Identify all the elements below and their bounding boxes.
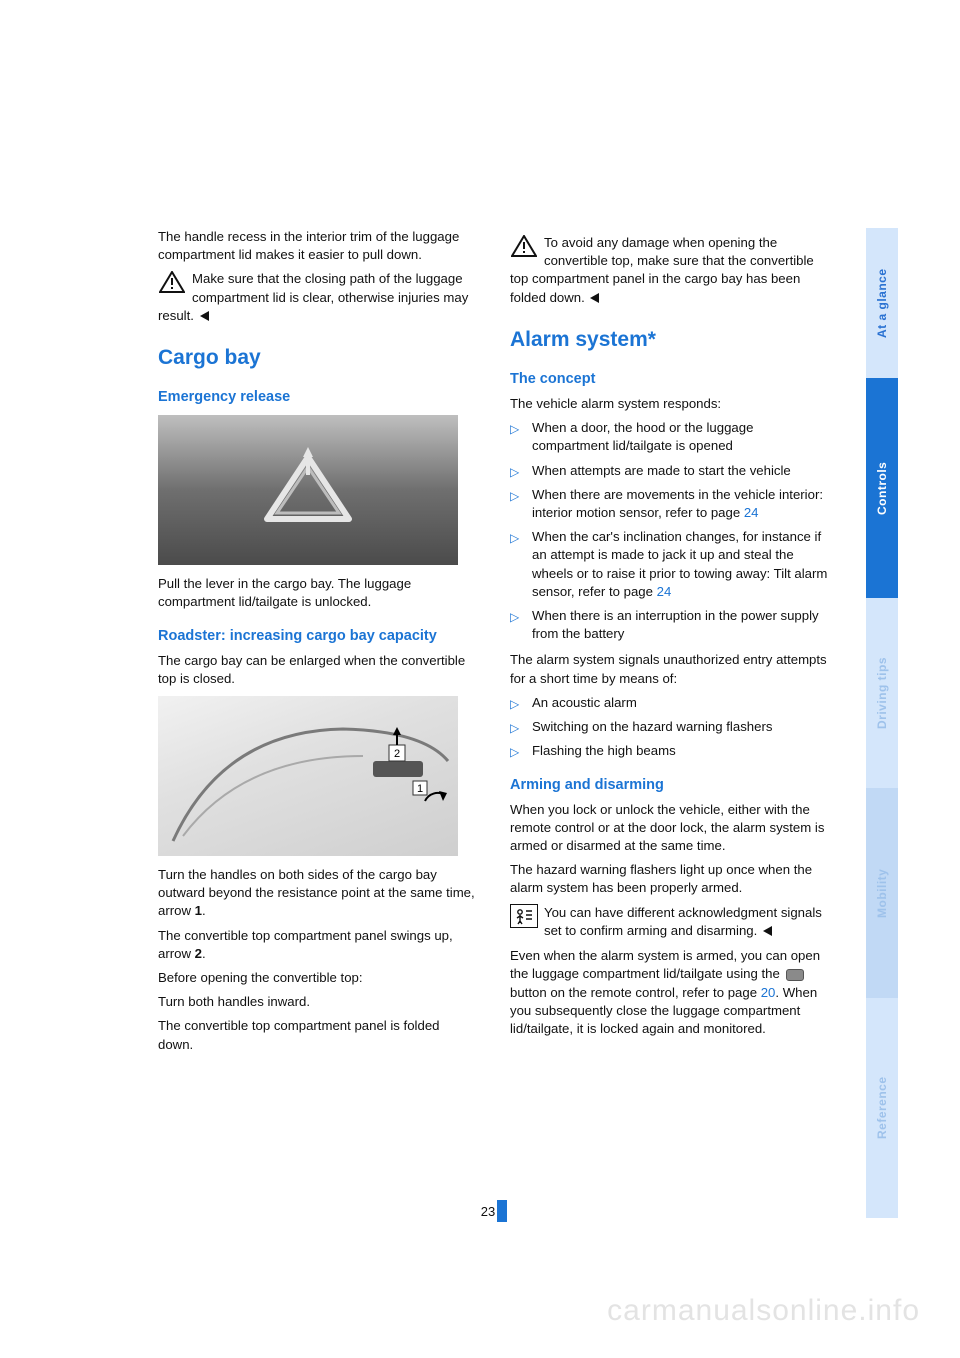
arming-p3: Even when the alarm system is armed, you… [510,947,830,1038]
roadster-arrow1: 1 [195,903,202,918]
heading-roadster-capacity: Roadster: increasing cargo bay capacity [158,626,478,646]
remote-button-icon [786,969,804,981]
bullet-icon: ▷ [510,720,519,737]
warning-text-line1: Make sure that the closing path of the [192,271,412,286]
roadster-p1: The cargo bay can be enlarged when the c… [158,652,478,688]
section-tab-bar: At a glance Controls Driving tips Mobili… [866,228,898,1218]
concept-b4a: When the car's inclination changes, for … [532,529,827,599]
content-area: The handle recess in the interior trim o… [158,228,830,1060]
roadster-p5: Turn both handles inward. [158,993,478,1011]
list-item: ▷ An acoustic alarm [510,694,830,712]
bullet-icon: ▷ [510,421,519,438]
arming-p3b: button on the remote control, refer to p… [510,985,761,1000]
concept-intro: The vehicle alarm system responds: [510,395,830,413]
bullet-icon: ▷ [510,530,519,547]
roadster-p4: Before opening the convertible top: [158,969,478,987]
list-item: ▷ Flashing the high beams [510,742,830,760]
heading-arming: Arming and disarming [510,775,830,795]
arming-p3a: Even when the alarm system is armed, you… [510,948,820,981]
bullet-icon: ▷ [510,696,519,713]
heading-cargo-bay: Cargo bay [158,344,478,373]
page-number-bar-icon [497,1200,507,1222]
warning-block-1: Make sure that the closing path of the l… [158,270,478,326]
bullet-icon: ▷ [510,488,519,505]
end-triangle-icon [763,923,773,941]
emergency-text: Pull the lever in the cargo bay. The lug… [158,575,478,611]
heading-the-concept: The concept [510,369,830,389]
page: The handle recess in the interior trim o… [0,0,960,1358]
page-number: 23 [481,1204,495,1219]
list-item: ▷ When there is an interruption in the po… [510,607,830,643]
info-line1: You can have different acknowledgment [544,905,777,920]
info-icon [510,904,538,928]
bullet-icon: ▷ [510,609,519,626]
roadster-p3: The convertible top compartment panel sw… [158,927,478,963]
left-column: The handle recess in the interior trim o… [158,228,478,1060]
concept-b5: When there is an interruption in the pow… [532,608,819,641]
svg-text:2: 2 [394,748,400,760]
signal-s1: An acoustic alarm [532,695,637,710]
warning-block-2: To avoid any damage when opening the con… [510,234,830,308]
tab-controls[interactable]: Controls [866,378,898,598]
bullet-icon: ▷ [510,744,519,761]
tab-reference[interactable]: Reference [866,998,898,1218]
warning2-line2: convertible top, make sure that the conv… [510,253,814,304]
tab-driving-tips[interactable]: Driving tips [866,598,898,788]
signal-s3: Flashing the high beams [532,743,676,758]
watermark-text: carmanualsonline.info [607,1294,920,1328]
bullet-icon: ▷ [510,464,519,481]
concept-b1: When a door, the hood or the luggage com… [532,420,753,453]
concept-b3a: When there are movements in the vehicle … [532,487,823,520]
tab-mobility[interactable]: Mobility [866,788,898,998]
roadster-p6: The convertible top compartment panel is… [158,1017,478,1053]
list-item: ▷ When there are movements in the vehicle… [510,486,830,522]
page-link-24a[interactable]: 24 [744,505,759,520]
signal-s2: Switching on the hazard warning flashers [532,719,772,734]
page-link-20[interactable]: 20 [761,985,776,1000]
info-block: You can have different acknowledgment si… [510,904,830,941]
concept-list: ▷ When a door, the hood or the luggage co… [510,419,830,643]
list-item: ▷ When a door, the hood or the luggage co… [510,419,830,455]
list-item: ▷ When attempts are made to start the veh… [510,462,830,480]
list-item: ▷ When the car's inclination changes, for… [510,528,830,601]
end-triangle-icon [590,290,600,308]
end-triangle-icon [200,308,210,326]
right-column: To avoid any damage when opening the con… [510,228,830,1060]
signals-list: ▷ An acoustic alarm ▷ Switching on the haz… [510,694,830,761]
intro-paragraph: The handle recess in the interior trim o… [158,228,478,264]
concept-b2: When attempts are made to start the vehi… [532,463,791,478]
page-link-24b[interactable]: 24 [657,584,672,599]
page-number-area: 23 [158,1200,830,1222]
svg-text:1: 1 [417,783,423,795]
roadster-p2c: . [202,903,206,918]
list-item: ▷ Switching on the hazard warning flasher… [510,718,830,736]
figure-roadster-handles: 2 1 [158,696,458,856]
heading-emergency-release: Emergency release [158,387,478,407]
warning-icon [510,234,538,258]
warning-icon [158,270,186,294]
roadster-p3c: . [202,946,206,961]
roadster-p2: Turn the handles on both sides of the ca… [158,866,478,921]
arming-p2: The hazard warning flashers light up onc… [510,861,830,897]
signals-intro: The alarm system signals unauthorized en… [510,651,830,687]
roadster-arrow2: 2 [195,946,202,961]
heading-alarm-system: Alarm system* [510,326,830,355]
arming-p1: When you lock or unlock the vehicle, eit… [510,801,830,856]
warning2-line1: To avoid any damage when opening the [544,235,777,250]
tab-at-a-glance[interactable]: At a glance [866,228,898,378]
figure-emergency-release [158,415,458,565]
